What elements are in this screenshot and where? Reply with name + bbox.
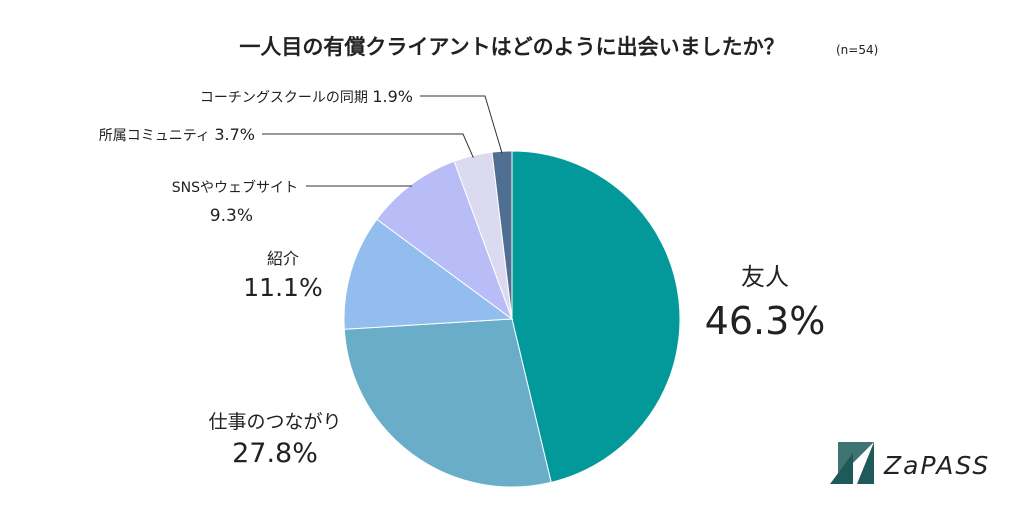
slice-label: 紹介 [267,249,299,268]
leader-line [420,95,503,154]
brand-logo: ZaPASS [830,442,990,484]
slice-label: SNSやウェブサイト [172,179,298,196]
pie-slices [343,150,681,488]
slice-value-label: 9.3% [210,206,253,226]
slice-label: 仕事のつながり [208,411,341,433]
pie-slice [343,218,514,330]
pie-slice [511,150,681,483]
slice-label-inline: コーチングスクールの同期 1.9% [200,87,413,106]
pie-slice [376,160,514,321]
slice-label-inline: 所属コミュニティ 3.7% [99,125,255,144]
slice-value-label: 11.1% [243,273,322,302]
pie-slice [343,318,552,488]
brand-logo-mark-right [857,442,874,484]
leader-line [262,133,474,158]
slice-label: 友人 [741,263,789,291]
slice-labels: 友人 46.3% 仕事のつながり 27.8% 紹介 11.1% SNSやウェブサイト 9.3%… [99,87,826,469]
sample-size-note: (n=54) [836,43,878,57]
slice-value-label: 27.8% [232,438,318,469]
brand-logo-mark-cut [838,442,874,478]
leader-lines [262,95,503,187]
slice-value-label: 46.3% [705,299,826,343]
brand-logo-text: ZaPASS [883,451,990,480]
chart-title: 一人目の有償クライアントはどのように出会いましたか？ [239,35,784,59]
